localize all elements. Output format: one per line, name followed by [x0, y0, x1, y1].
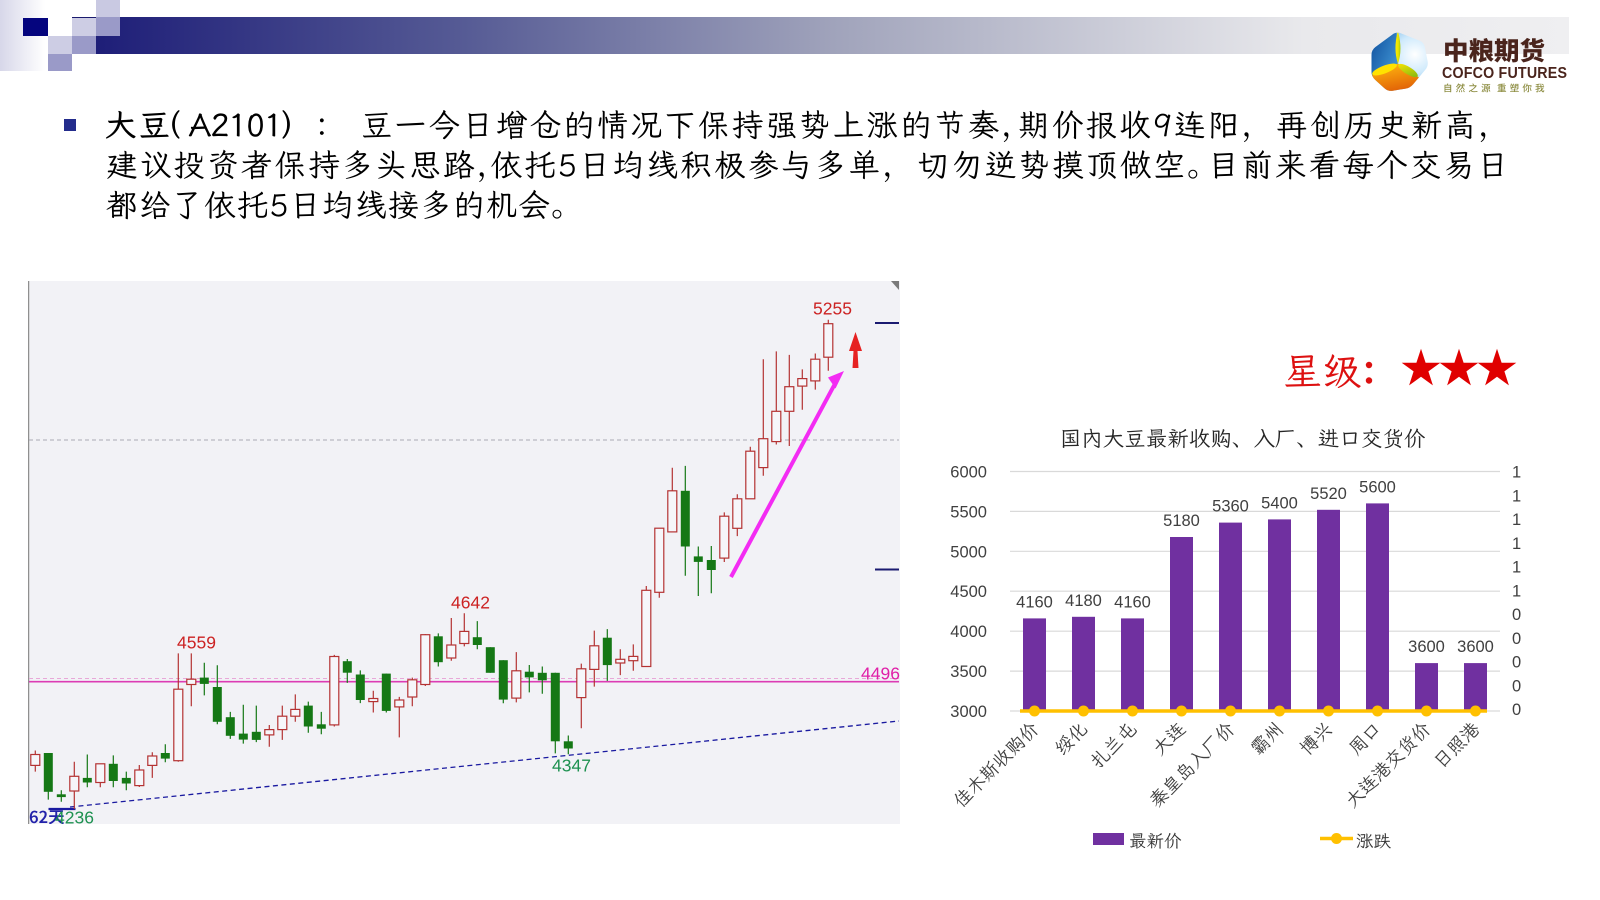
svg-text:1: 1 — [1512, 511, 1521, 529]
svg-text:4496: 4496 — [861, 664, 900, 684]
svg-text:4160: 4160 — [1016, 593, 1053, 611]
svg-text:1: 1 — [1512, 464, 1521, 482]
svg-text:4236: 4236 — [55, 808, 94, 825]
svg-text:3600: 3600 — [1408, 638, 1445, 656]
svg-text:4180: 4180 — [1065, 592, 1102, 610]
svg-text:4000: 4000 — [950, 623, 987, 641]
svg-text:3600: 3600 — [1457, 638, 1494, 656]
svg-text:4559: 4559 — [177, 633, 216, 653]
svg-text:5520: 5520 — [1310, 485, 1347, 503]
svg-text:0: 0 — [1512, 606, 1521, 624]
svg-text:5500: 5500 — [950, 503, 987, 521]
svg-text:3500: 3500 — [950, 663, 987, 681]
svg-text:5360: 5360 — [1212, 498, 1249, 516]
svg-text:1: 1 — [1512, 535, 1521, 553]
svg-text:5000: 5000 — [950, 543, 987, 561]
svg-text:1: 1 — [1512, 582, 1521, 600]
svg-text:5600: 5600 — [1359, 478, 1396, 496]
svg-text:4347: 4347 — [552, 756, 591, 776]
svg-text:1: 1 — [1512, 487, 1521, 505]
svg-text:0: 0 — [1512, 654, 1521, 672]
svg-text:0: 0 — [1512, 630, 1521, 648]
svg-text:0: 0 — [1512, 677, 1521, 695]
svg-text:1: 1 — [1512, 559, 1521, 577]
svg-text:0: 0 — [1512, 701, 1521, 719]
svg-text:4500: 4500 — [950, 583, 987, 601]
svg-text:5255: 5255 — [813, 299, 852, 319]
svg-text:5400: 5400 — [1261, 494, 1298, 512]
svg-text:6000: 6000 — [950, 464, 987, 482]
svg-text:4642: 4642 — [451, 593, 490, 613]
svg-text:3000: 3000 — [950, 703, 987, 721]
svg-text:5180: 5180 — [1163, 512, 1200, 530]
svg-text:4160: 4160 — [1114, 593, 1151, 611]
